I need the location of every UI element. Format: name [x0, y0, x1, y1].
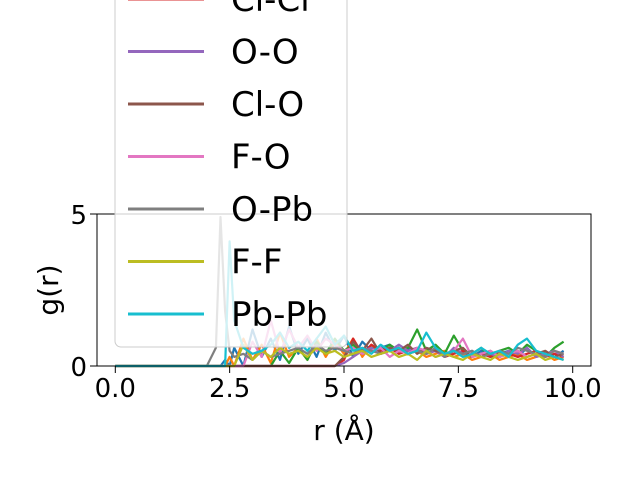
- x-tick-label: 7.5: [438, 374, 479, 404]
- legend-label: F-O: [231, 138, 291, 178]
- legend-label: F-F: [231, 243, 282, 283]
- x-tick-label: 0.0: [95, 374, 136, 404]
- y-axis-label: g(r): [32, 264, 65, 315]
- x-tick-label: 10.0: [544, 374, 602, 404]
- legend-label: Cl-Cl: [231, 0, 310, 20]
- x-axis-label: r (Å): [313, 413, 374, 447]
- legend-label: Cl-O: [231, 85, 304, 125]
- y-tick-label: 0: [70, 353, 87, 383]
- x-tick-label: 5.0: [323, 374, 364, 404]
- legend-label: Pb-Pb: [231, 295, 327, 335]
- x-tick-label: 2.5: [209, 374, 250, 404]
- legend-label: O-Pb: [231, 190, 313, 230]
- legend: Cl-Cl O-O Cl-O F-O O-Pb F-F Pb-Pb: [114, 0, 348, 348]
- legend-label: O-O: [231, 33, 299, 73]
- x-axis: 0.0 2.5 5.0 7.5 10.0: [95, 366, 602, 404]
- y-tick-label: 5: [70, 201, 87, 231]
- y-axis: 05: [70, 201, 97, 383]
